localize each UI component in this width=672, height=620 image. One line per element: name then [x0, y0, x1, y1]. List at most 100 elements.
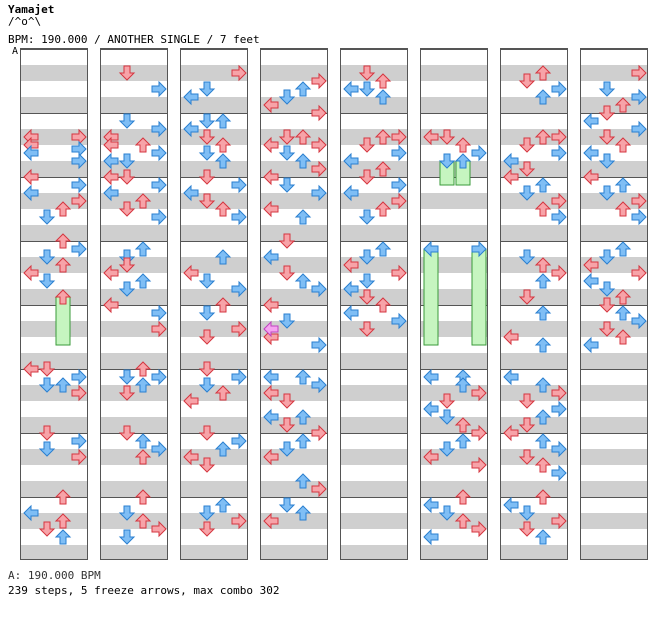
- right-arrow-note: [631, 192, 647, 210]
- left-arrow-note: [423, 368, 439, 386]
- up-arrow-note: [54, 233, 72, 249]
- right-arrow-note: [311, 280, 327, 298]
- measure-line: [101, 241, 167, 242]
- kaomoji-text: /^o^\: [8, 15, 42, 28]
- up-arrow-note: [134, 513, 152, 529]
- up-arrow-note: [454, 489, 472, 505]
- down-arrow-note: [198, 377, 216, 393]
- measure-column: [500, 48, 568, 560]
- left-arrow-note: [23, 360, 39, 378]
- right-arrow-note: [151, 144, 167, 162]
- left-arrow-note: [183, 392, 199, 410]
- measure-column: [20, 48, 88, 560]
- down-arrow-note: [198, 145, 216, 161]
- left-arrow-note: [423, 128, 439, 146]
- measure-column: [340, 48, 408, 560]
- down-arrow-note: [598, 129, 616, 145]
- up-arrow-note: [214, 297, 232, 313]
- down-arrow-note: [438, 409, 456, 425]
- down-arrow-note: [118, 201, 136, 217]
- up-arrow-note: [534, 377, 552, 393]
- right-arrow-note: [471, 384, 487, 402]
- up-arrow-note: [134, 377, 152, 393]
- down-arrow-note: [438, 441, 456, 457]
- up-arrow-note: [54, 489, 72, 505]
- up-arrow-note: [294, 473, 312, 489]
- up-arrow-note: [374, 73, 392, 89]
- up-arrow-note: [374, 161, 392, 177]
- up-arrow-note: [534, 201, 552, 217]
- down-arrow-note: [358, 65, 376, 81]
- left-arrow-note: [263, 512, 279, 530]
- measure-line: [421, 49, 487, 50]
- up-arrow-note: [214, 385, 232, 401]
- measure-line: [181, 49, 247, 50]
- measure-line: [501, 241, 567, 242]
- up-arrow-note: [534, 529, 552, 545]
- down-arrow-note: [438, 129, 456, 145]
- measure-line: [501, 369, 567, 370]
- measure-line: [421, 369, 487, 370]
- down-arrow-note: [598, 281, 616, 297]
- up-arrow-note: [134, 241, 152, 257]
- measure-line: [261, 305, 327, 306]
- up-arrow-note: [454, 417, 472, 433]
- right-arrow-note: [71, 192, 87, 210]
- left-arrow-note: [583, 112, 599, 130]
- up-arrow-note: [614, 329, 632, 345]
- left-arrow-note: [503, 152, 519, 170]
- right-arrow-note: [231, 432, 247, 450]
- up-arrow-note: [614, 241, 632, 257]
- up-arrow-note: [454, 433, 472, 449]
- up-arrow-note: [54, 289, 72, 305]
- down-arrow-note: [278, 89, 296, 105]
- left-arrow-note: [183, 120, 199, 138]
- right-arrow-note: [631, 88, 647, 106]
- left-arrow-note: [423, 448, 439, 466]
- up-arrow-note: [374, 201, 392, 217]
- measure-column: [100, 48, 168, 560]
- left-arrow-note: [23, 504, 39, 522]
- measure-line: [581, 177, 647, 178]
- down-arrow-note: [278, 233, 296, 249]
- measure-line: [21, 497, 87, 498]
- up-arrow-note: [374, 89, 392, 105]
- up-arrow-note: [214, 137, 232, 153]
- left-arrow-note: [183, 264, 199, 282]
- measure-line: [421, 497, 487, 498]
- down-arrow-note: [518, 449, 536, 465]
- up-arrow-note: [54, 529, 72, 545]
- down-arrow-note: [118, 113, 136, 129]
- measure-column: [420, 48, 488, 560]
- up-arrow-note: [374, 129, 392, 145]
- left-arrow-note: [263, 320, 279, 338]
- up-arrow-note: [54, 513, 72, 529]
- up-arrow-note: [294, 409, 312, 425]
- down-arrow-note: [278, 441, 296, 457]
- measure-column: [260, 48, 328, 560]
- up-arrow-note: [534, 257, 552, 273]
- left-arrow-note: [263, 408, 279, 426]
- bpm-summary: A: 190.000 BPM: [8, 569, 101, 582]
- left-arrow-note: [503, 328, 519, 346]
- measure-line: [341, 497, 407, 498]
- left-arrow-note: [583, 272, 599, 290]
- down-arrow-note: [38, 425, 56, 441]
- up-arrow-note: [134, 449, 152, 465]
- notes-layer: [503, 65, 567, 545]
- up-arrow-note: [214, 441, 232, 457]
- up-arrow-note: [614, 305, 632, 321]
- section-marker: A: [12, 46, 19, 57]
- measure-column: [580, 48, 648, 560]
- down-arrow-note: [598, 153, 616, 169]
- notes-layer: [103, 65, 167, 545]
- down-arrow-note: [518, 185, 536, 201]
- right-arrow-note: [391, 264, 407, 282]
- up-arrow-note: [534, 433, 552, 449]
- right-arrow-note: [551, 464, 567, 482]
- right-arrow-note: [471, 144, 487, 162]
- left-arrow-note: [343, 280, 359, 298]
- up-arrow-note: [294, 369, 312, 385]
- down-arrow-note: [118, 425, 136, 441]
- up-arrow-note: [534, 273, 552, 289]
